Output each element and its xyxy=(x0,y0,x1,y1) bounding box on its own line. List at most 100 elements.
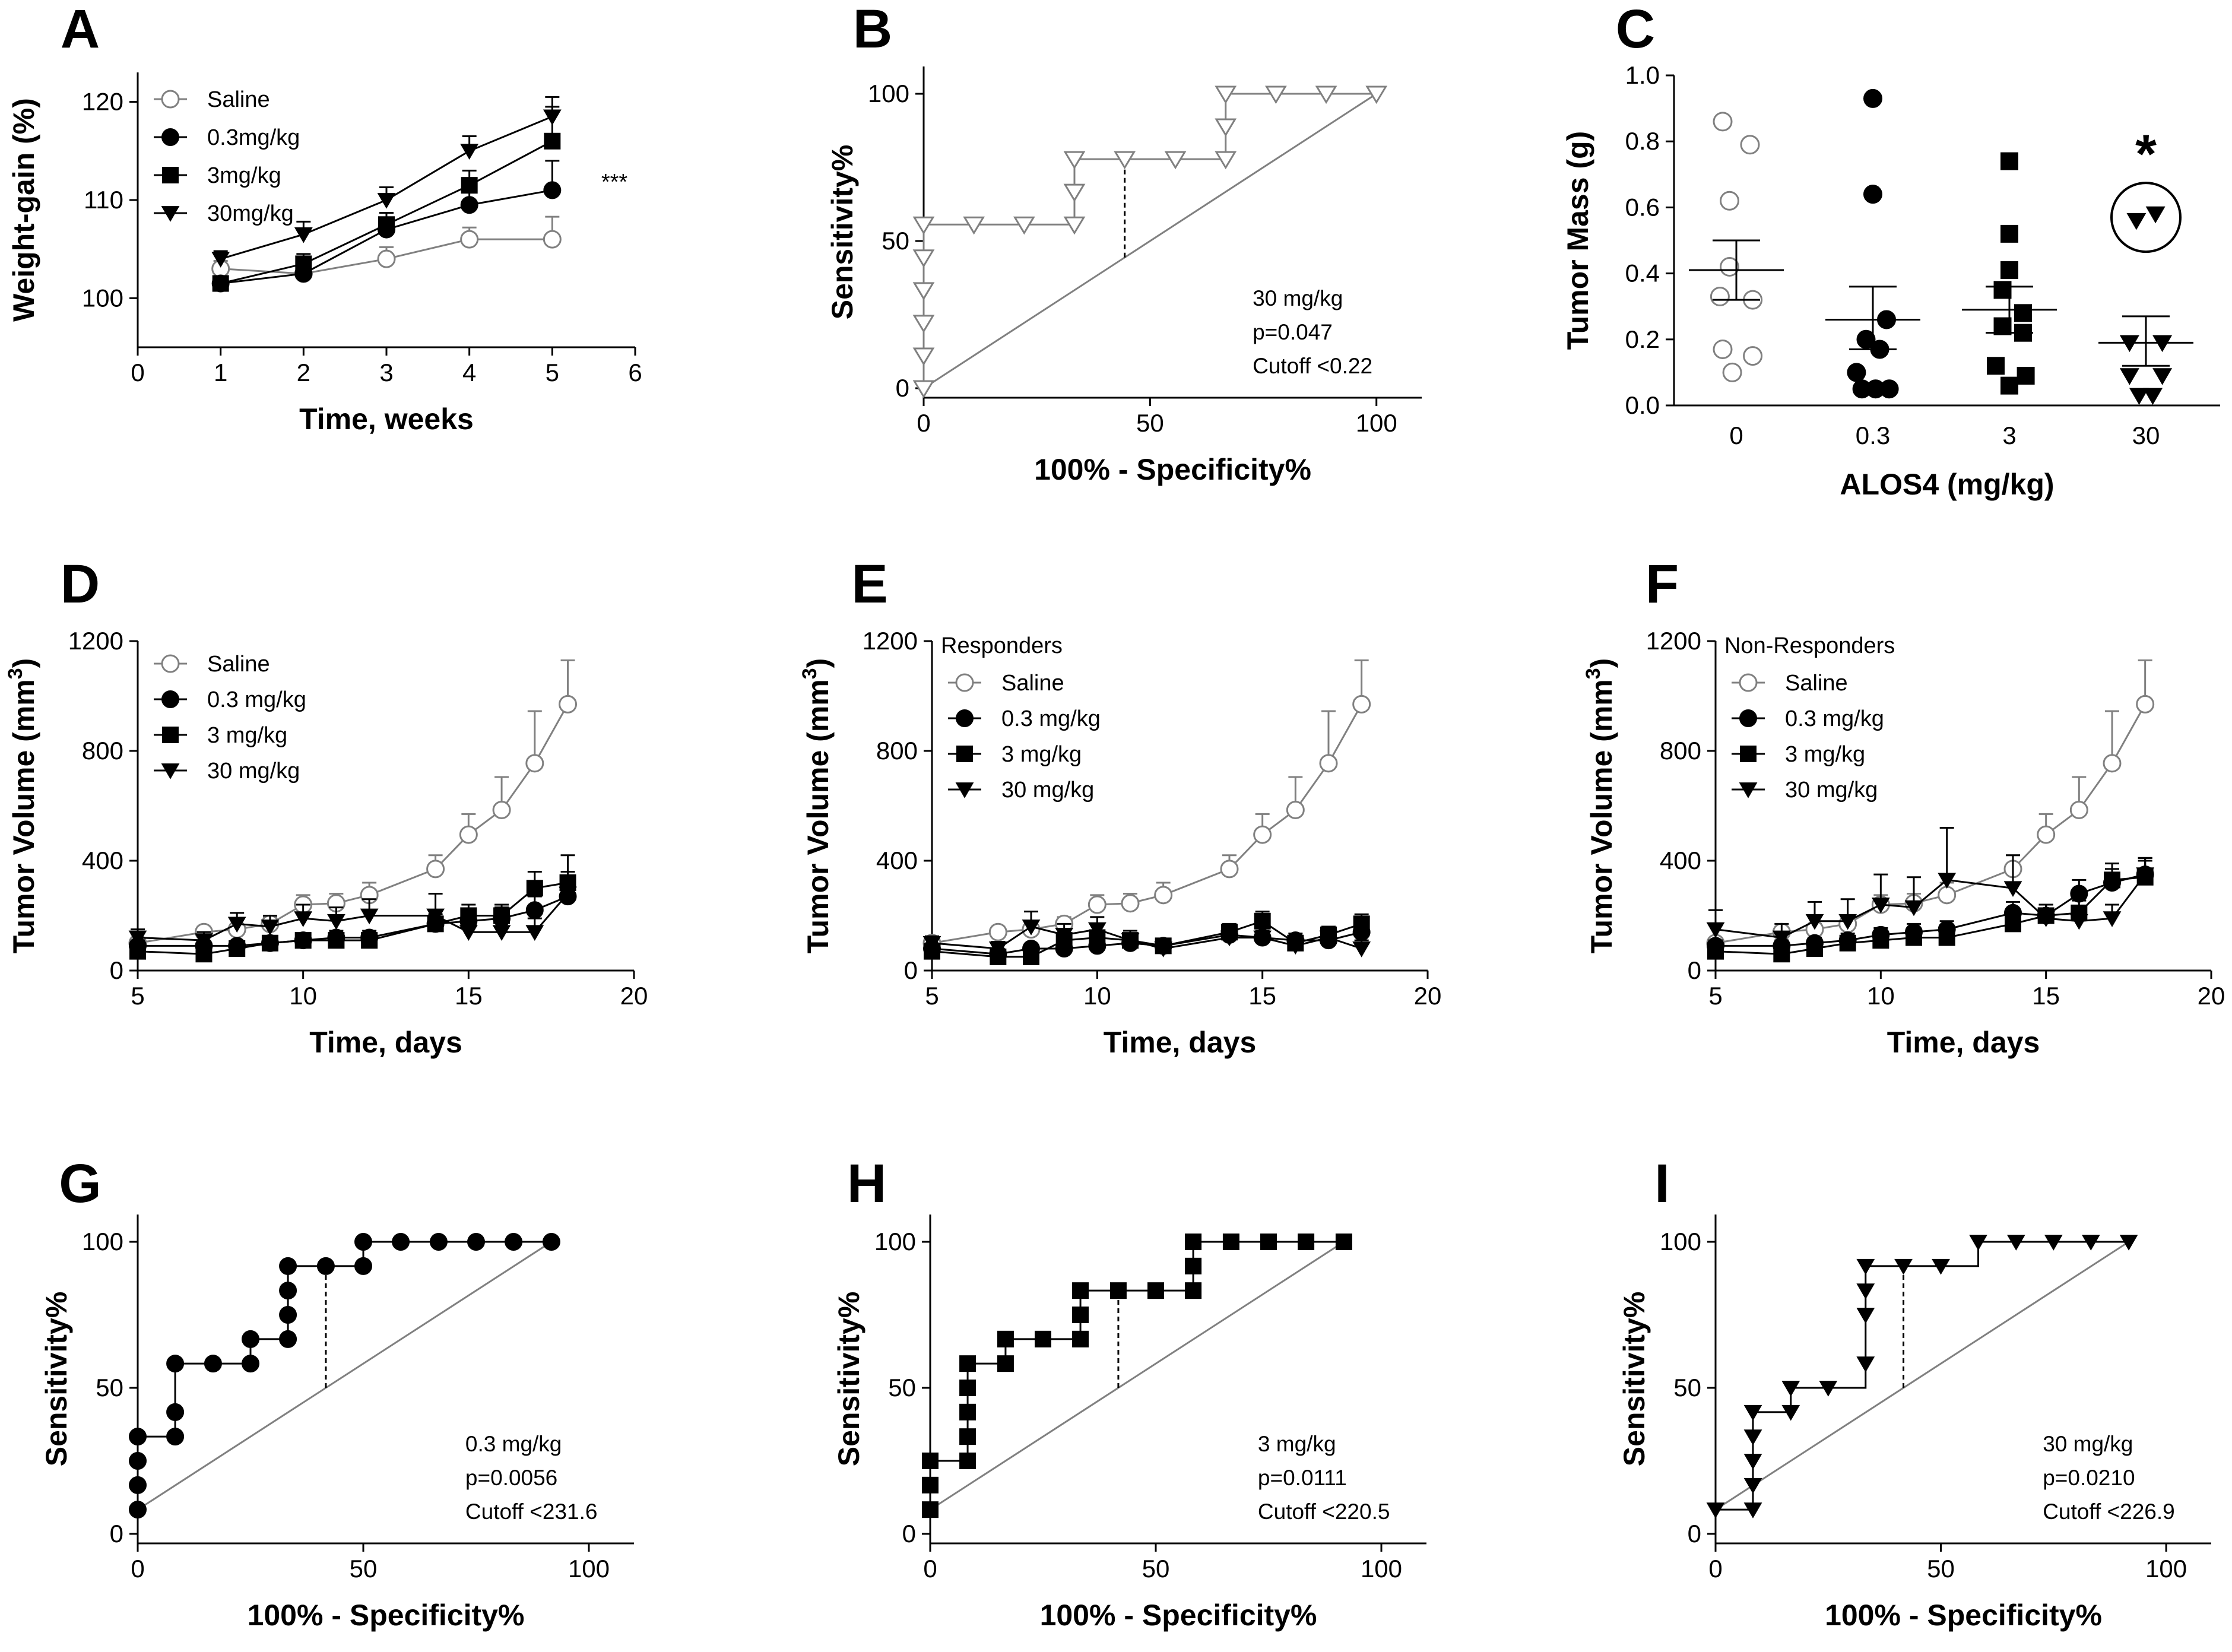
data-point xyxy=(328,932,345,949)
data-point xyxy=(1781,1381,1800,1397)
data-point xyxy=(354,1257,372,1275)
x-tick-label: 100 xyxy=(568,1555,610,1583)
y-axis-title: Sensitivity% xyxy=(1618,1292,1651,1467)
data-point xyxy=(2017,366,2035,385)
y-tick-label: 1200 xyxy=(1646,627,1701,655)
data-point xyxy=(2005,915,2021,933)
series-4 xyxy=(128,871,577,949)
data-point xyxy=(1365,85,1388,104)
data-point xyxy=(128,930,147,947)
data-point xyxy=(166,1428,185,1446)
y-axis-title: Tumor Volume (mm3) xyxy=(1582,658,1618,954)
data-point xyxy=(467,1233,485,1251)
panel-B: B 00 50 50 100 100 100% - Specificity% Sensitiv… xyxy=(826,0,1422,486)
y-tick-label: 0.6 xyxy=(1625,193,1660,221)
x-tick-label: 20 xyxy=(2198,982,2225,1010)
x-tick-label: 50 xyxy=(1142,1555,1170,1583)
data-point xyxy=(429,1233,448,1251)
y-axis-title: Tumor Volume (mm3) xyxy=(798,658,835,954)
data-point xyxy=(461,177,478,194)
y-axis-title: Sensitivity% xyxy=(832,1292,865,1467)
data-point xyxy=(1088,922,1107,938)
highlight-circle xyxy=(2110,182,2182,253)
y-tick-label: 1.0 xyxy=(1625,61,1660,89)
x-axis-title: 100% - Specificity% xyxy=(1034,453,1311,486)
data-point xyxy=(1088,895,1107,914)
x-tick-label: 15 xyxy=(1248,982,1276,1010)
y-tick-label: 400 xyxy=(1660,846,1701,874)
data-point xyxy=(229,940,246,957)
series-line xyxy=(931,703,1362,944)
x-tick-label: 30 xyxy=(2132,421,2160,449)
legend-label: 3 mg/kg xyxy=(1785,742,1865,767)
legend-marker xyxy=(161,654,180,673)
data-point xyxy=(988,922,1007,941)
y-tick-label: 110 xyxy=(84,186,123,214)
x-axis-title: ALOS4 (mg/kg) xyxy=(1840,468,2054,501)
data-point xyxy=(1805,914,1824,930)
x-tick-label: 5 xyxy=(1708,982,1722,1010)
legend-label: 3 mg/kg xyxy=(207,723,287,748)
data-point xyxy=(1185,1257,1202,1274)
y-tick-label: 50 xyxy=(888,1374,916,1401)
x-tick-label: 0 xyxy=(917,409,930,437)
panel-H: H 00 50 50 100 100 100% - Specificity% Sensitiv… xyxy=(832,1153,1426,1632)
data-point xyxy=(294,932,312,949)
data-point xyxy=(354,1233,372,1251)
x-tick-label: 2 xyxy=(297,359,310,386)
data-point xyxy=(492,925,511,941)
legend-marker xyxy=(956,709,974,727)
data-point xyxy=(460,196,478,214)
data-point xyxy=(377,249,396,268)
data-point xyxy=(959,1355,976,1372)
data-point xyxy=(459,825,478,844)
data-point xyxy=(1938,886,1957,905)
x-tick-label: 0.3 xyxy=(1856,421,1890,449)
x-tick-label: 5 xyxy=(546,359,559,386)
y-axis-title-main: Weight-gain (%) xyxy=(7,98,40,322)
y-axis-title-close: ) xyxy=(1585,658,1618,668)
data-point xyxy=(922,1453,939,1469)
y-tick-label: 100 xyxy=(82,1228,123,1255)
data-point xyxy=(377,193,396,209)
legend-marker xyxy=(162,167,179,183)
stat-annotation: p=0.0056 xyxy=(465,1466,557,1490)
data-point xyxy=(2081,1235,2100,1251)
data-point xyxy=(1856,1356,1875,1372)
data-point xyxy=(1743,1404,1762,1421)
y-tick-label: 100 xyxy=(1660,1228,1701,1255)
x-tick-label: 0 xyxy=(1729,421,1743,449)
data-point xyxy=(1072,1307,1089,1323)
data-point xyxy=(1847,363,1866,382)
y-tick-label: 800 xyxy=(82,737,123,765)
x-tick-label: 4 xyxy=(462,359,476,386)
data-point xyxy=(1220,860,1239,879)
data-point xyxy=(460,144,479,160)
stat-annotation: Cutoff <220.5 xyxy=(1258,1499,1390,1524)
data-point xyxy=(2003,881,2022,897)
legend-label: 30 mg/kg xyxy=(1785,778,1878,803)
legend-marker xyxy=(161,90,180,109)
panel-letter: I xyxy=(1654,1153,1670,1214)
data-point xyxy=(1781,1404,1800,1421)
data-point xyxy=(1838,914,1857,930)
panel-I: I 00 50 50 100 100 100% - Specificity% Sensitiv… xyxy=(1618,1153,2211,1632)
x-tick-label: 10 xyxy=(289,982,317,1010)
data-point xyxy=(1743,1454,1762,1470)
data-point xyxy=(544,132,561,150)
data-point xyxy=(1773,946,1790,963)
x-tick-label: 3 xyxy=(2002,421,2016,449)
legend-label: 30mg/kg xyxy=(207,201,294,226)
data-point xyxy=(912,347,935,366)
x-axis-title: 100% - Specificity% xyxy=(1040,1599,1317,1632)
data-point xyxy=(1839,934,1856,952)
x-tick-label: 0 xyxy=(923,1555,937,1583)
significance-mark: *** xyxy=(601,170,628,195)
data-point xyxy=(294,911,313,927)
panel-letter: G xyxy=(59,1153,102,1214)
y-tick-label: 100 xyxy=(868,80,909,107)
y-tick-label: 0 xyxy=(110,956,123,984)
y-tick-label: 0.2 xyxy=(1625,325,1660,353)
data-point xyxy=(316,1257,335,1275)
legend-label: 0.3 mg/kg xyxy=(1785,706,1884,731)
